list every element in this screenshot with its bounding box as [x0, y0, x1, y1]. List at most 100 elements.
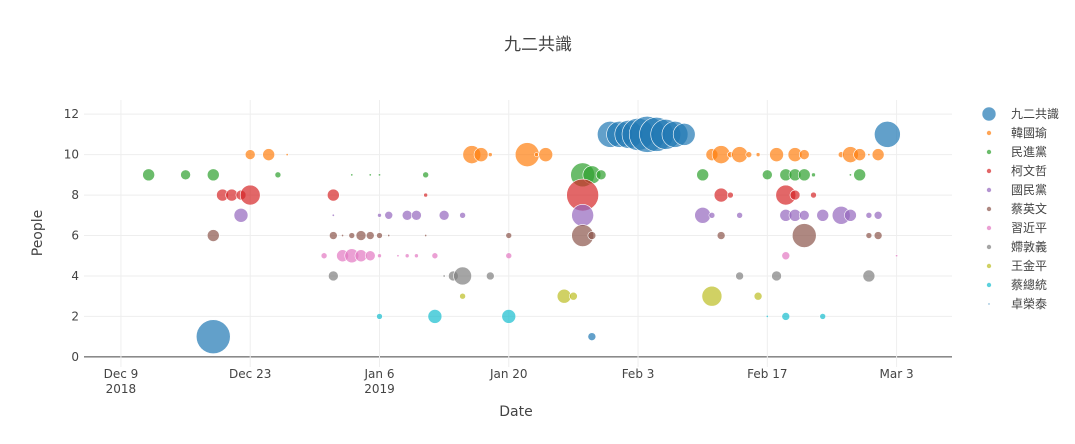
data-point-series-6[interactable] — [431, 252, 439, 260]
data-point-series-1[interactable] — [473, 147, 489, 162]
data-point-series-6[interactable] — [396, 254, 400, 258]
data-point-series-2[interactable] — [762, 169, 773, 181]
data-point-series-8[interactable] — [701, 285, 723, 307]
data-point-series-2[interactable] — [142, 168, 155, 182]
data-point-series-3[interactable] — [327, 188, 340, 202]
data-point-series-7[interactable] — [442, 274, 446, 278]
data-point-series-7[interactable] — [735, 271, 744, 281]
data-point-series-4[interactable] — [438, 209, 450, 221]
data-point-series-4[interactable] — [708, 211, 716, 219]
data-point-series-4[interactable] — [865, 211, 873, 219]
data-point-series-1[interactable] — [487, 152, 493, 157]
data-point-series-9[interactable] — [765, 314, 769, 318]
data-point-series-5[interactable] — [341, 234, 345, 238]
data-point-series-6[interactable] — [320, 252, 328, 260]
legend-item-5[interactable]: 蔡英文 — [986, 201, 1048, 216]
data-point-series-2[interactable] — [811, 172, 816, 178]
data-point-series-5[interactable] — [865, 232, 873, 239]
data-point-series-9[interactable] — [376, 313, 383, 320]
data-point-series-4[interactable] — [844, 208, 857, 222]
legend-item-1[interactable]: 韓國瑜 — [986, 125, 1048, 140]
data-point-series-6[interactable] — [505, 252, 513, 260]
data-point-series-3[interactable] — [239, 184, 261, 206]
data-point-series-6[interactable] — [781, 251, 791, 261]
data-point-series-5[interactable] — [505, 232, 513, 239]
data-point-series-9[interactable] — [427, 309, 443, 324]
data-point-series-1[interactable] — [745, 151, 753, 158]
data-point-series-5[interactable] — [387, 234, 391, 238]
data-point-series-6[interactable] — [377, 253, 382, 259]
legend-item-0[interactable]: 九二共識 — [981, 106, 1059, 122]
data-point-series-4[interactable] — [411, 209, 422, 221]
legend-item-4[interactable]: 國民黨 — [986, 183, 1048, 197]
data-point-series-2[interactable] — [422, 171, 429, 179]
data-point-series-5[interactable] — [348, 232, 356, 239]
data-point-series-4[interactable] — [798, 209, 810, 221]
data-point-series-3[interactable] — [727, 191, 734, 199]
data-point-series-1[interactable] — [755, 152, 761, 157]
data-point-series-4[interactable] — [401, 209, 413, 221]
data-point-series-2[interactable] — [797, 168, 811, 182]
legend-item-8[interactable]: 王金平 — [986, 258, 1048, 273]
data-point-series-1[interactable] — [262, 148, 275, 161]
legend-item-3[interactable]: 柯文哲 — [986, 163, 1048, 178]
data-point-series-4[interactable] — [377, 212, 382, 218]
data-point-series-4[interactable] — [873, 210, 883, 220]
legend-item-7[interactable]: 𡠹敦義 — [986, 239, 1048, 254]
data-point-series-5[interactable] — [716, 231, 726, 240]
data-point-series-1[interactable] — [769, 147, 784, 162]
data-point-series-1[interactable] — [871, 148, 885, 161]
data-point-series-5[interactable] — [873, 231, 883, 240]
data-point-series-6[interactable] — [364, 250, 376, 262]
data-point-series-1[interactable] — [867, 153, 871, 157]
data-point-series-3[interactable] — [423, 192, 428, 198]
data-point-series-1[interactable] — [538, 147, 554, 162]
data-point-series-7[interactable] — [485, 271, 495, 281]
data-point-series-2[interactable] — [274, 171, 282, 179]
data-point-series-2[interactable] — [696, 168, 709, 182]
data-point-series-0[interactable] — [195, 319, 231, 354]
data-point-series-1[interactable] — [244, 149, 256, 160]
data-point-series-8[interactable] — [753, 291, 763, 301]
data-point-series-6[interactable] — [404, 253, 410, 259]
data-point-series-0[interactable] — [874, 121, 901, 148]
data-point-series-8[interactable] — [459, 292, 466, 300]
data-point-series-1[interactable] — [285, 153, 289, 157]
data-point-series-9[interactable] — [781, 312, 791, 321]
data-point-series-1[interactable] — [798, 149, 810, 160]
data-point-series-4[interactable] — [459, 211, 466, 219]
data-point-series-5[interactable] — [365, 231, 375, 240]
data-point-series-5[interactable] — [329, 231, 338, 240]
data-point-series-4[interactable] — [571, 203, 594, 227]
legend-item-9[interactable]: 蔡總統 — [986, 277, 1048, 292]
data-point-series-3[interactable] — [810, 191, 817, 199]
data-point-series-5[interactable] — [791, 223, 817, 248]
data-point-series-4[interactable] — [233, 207, 249, 223]
data-point-series-2[interactable] — [350, 173, 354, 177]
data-point-series-3[interactable] — [789, 189, 801, 201]
data-point-series-1[interactable] — [731, 146, 748, 163]
data-point-series-1[interactable] — [534, 152, 539, 157]
data-point-series-7[interactable] — [771, 270, 782, 282]
legend-item-2[interactable]: 民進黨 — [986, 145, 1048, 159]
data-point-series-5[interactable] — [424, 234, 428, 238]
data-point-series-5[interactable] — [206, 229, 220, 242]
data-point-series-2[interactable] — [848, 173, 852, 177]
data-point-series-8[interactable] — [569, 291, 578, 301]
data-point-series-7[interactable] — [453, 266, 472, 286]
data-point-series-0[interactable] — [672, 123, 696, 146]
data-point-series-7[interactable] — [328, 270, 339, 282]
data-point-series-4[interactable] — [331, 213, 335, 217]
legend-item-10[interactable]: 卓榮泰 — [987, 297, 1047, 311]
data-point-series-4[interactable] — [816, 208, 830, 222]
data-point-series-4[interactable] — [736, 211, 743, 219]
legend-item-6[interactable]: 習近平 — [986, 221, 1048, 235]
data-point-series-7[interactable] — [862, 269, 876, 283]
data-point-series-6[interactable] — [414, 253, 419, 259]
data-point-series-6[interactable] — [895, 254, 899, 258]
data-point-series-5[interactable] — [376, 232, 383, 239]
data-point-series-2[interactable] — [853, 168, 866, 182]
data-point-series-3[interactable] — [713, 187, 729, 203]
data-point-series-9[interactable] — [501, 309, 517, 324]
data-point-series-5[interactable] — [355, 230, 367, 241]
